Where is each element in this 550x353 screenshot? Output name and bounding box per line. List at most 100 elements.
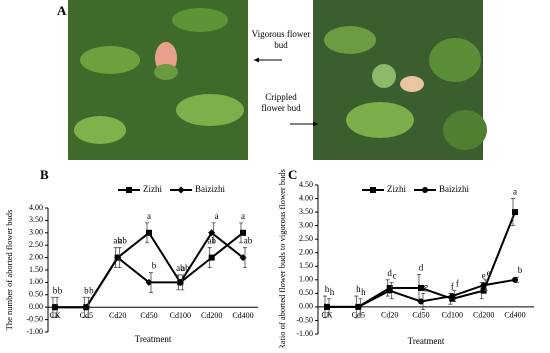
marker — [512, 209, 518, 216]
y-tick-label: 2.50 — [299, 234, 313, 243]
x-axis-label: Treatment — [135, 334, 172, 344]
significance-letter: e — [487, 268, 491, 278]
marker — [208, 229, 216, 237]
marker — [126, 187, 132, 193]
marker — [145, 278, 153, 286]
y-tick-label: 3.00 — [29, 228, 43, 237]
y-tick-label: 0.50 — [29, 290, 43, 299]
significance-letter: b — [518, 265, 523, 275]
x-tick-label: Cd50 — [412, 311, 429, 320]
y-tick-label: 1.00 — [29, 277, 43, 286]
x-tick-label: Cd50 — [140, 311, 157, 320]
marker — [355, 303, 362, 310]
legend-label: Baizizhi — [195, 184, 225, 194]
marker — [240, 229, 246, 236]
significance-letter: b — [58, 285, 63, 295]
significance-letter: ab — [118, 236, 127, 246]
marker — [177, 186, 185, 194]
significance-letter: b — [89, 285, 94, 295]
significance-letter: a — [215, 211, 219, 221]
significance-letter: a — [147, 211, 151, 221]
significance-letter: h — [325, 284, 330, 294]
legend-label: Zizhi — [387, 184, 406, 194]
y-tick-label: 1.50 — [299, 261, 313, 270]
y-tick-label: 1.00 — [299, 275, 313, 284]
vigorous-text: Vigorous flower bud — [251, 29, 311, 50]
y-axis-label: The number of aborted flower buds — [4, 210, 14, 331]
arrow-head — [313, 121, 318, 127]
significance-letter: f — [451, 281, 454, 291]
y-tick-label: 3.50 — [29, 215, 43, 224]
significance-letter: b — [84, 285, 89, 295]
x-tick-label: Cd200 — [473, 311, 494, 320]
marker — [370, 187, 376, 193]
y-tick-label: 2.00 — [299, 248, 313, 257]
significance-letter: ab — [244, 236, 253, 246]
y-tick-label: 4.50 — [299, 180, 313, 189]
photo-crippled — [313, 0, 487, 160]
y-axis-label: Ratio of aborted flower buds to vigorous… — [277, 169, 287, 348]
significance-letter: e — [482, 271, 486, 281]
significance-letter: h — [330, 287, 335, 297]
crippled-label: Crippled flower bud — [261, 92, 301, 113]
x-axis-label: Treatment — [408, 336, 445, 346]
marker — [176, 278, 184, 286]
x-tick-label: Cd100 — [170, 311, 191, 320]
y-tick-label: 4.00 — [29, 203, 43, 212]
x-tick-label: Cd400 — [504, 311, 525, 320]
marker — [51, 303, 59, 311]
y-tick-label: 0.00 — [299, 302, 313, 311]
significance-letter: f — [456, 279, 459, 289]
y-tick-label: 1.50 — [29, 265, 43, 274]
significance-letter: a — [513, 187, 517, 197]
x-tick-label: Cd5 — [80, 311, 93, 320]
significance-letter: h — [361, 287, 366, 297]
significance-letter: ab — [113, 236, 122, 246]
y-tick-label: 3.50 — [299, 207, 313, 216]
marker — [512, 276, 518, 283]
photo-vigorous — [68, 0, 248, 160]
significance-letter: g — [424, 281, 429, 291]
marker — [239, 254, 247, 262]
marker — [422, 187, 428, 193]
y-tick-label: 4.00 — [299, 193, 313, 202]
crippled-text: Crippled flower bud — [261, 92, 301, 113]
legend-label: Baizizhi — [439, 184, 469, 194]
panel-label: B — [40, 167, 49, 182]
y-tick-label: 2.00 — [29, 252, 43, 261]
marker — [480, 282, 487, 289]
significance-letter: d — [419, 262, 424, 272]
y-tick-label: 0.50 — [299, 288, 313, 297]
arrow-head — [254, 57, 259, 63]
legend-label: Zizhi — [143, 184, 162, 194]
panel-label: C — [288, 167, 297, 182]
x-tick-label: Cd400 — [232, 311, 253, 320]
x-tick-label: Cd200 — [201, 311, 222, 320]
significance-letter: ab — [181, 263, 190, 273]
significance-letter: b — [53, 285, 58, 295]
x-tick-label: CK — [49, 311, 60, 320]
x-tick-label: Cd20 — [381, 311, 398, 320]
y-tick-label: 0.00 — [29, 302, 43, 311]
vigorous-label: Vigorous flower bud — [251, 29, 311, 50]
marker — [82, 303, 90, 311]
significance-letter: h — [356, 284, 361, 294]
marker — [324, 303, 330, 310]
significance-letter: ab — [207, 236, 216, 246]
significance-letter: a — [241, 211, 245, 221]
marker — [114, 254, 122, 262]
panel-label: A — [57, 3, 67, 18]
significance-letter: ab — [176, 263, 185, 273]
marker — [449, 293, 456, 300]
y-tick-label: -0.50 — [296, 315, 313, 324]
marker — [386, 287, 393, 294]
y-tick-label: 3.00 — [299, 220, 313, 229]
x-tick-label: Cd100 — [442, 311, 463, 320]
y-tick-label: -1.00 — [26, 327, 43, 336]
significance-letter: c — [393, 271, 397, 281]
y-tick-label: 2.50 — [29, 240, 43, 249]
marker — [146, 229, 152, 236]
marker — [418, 284, 424, 291]
marker — [418, 298, 424, 305]
